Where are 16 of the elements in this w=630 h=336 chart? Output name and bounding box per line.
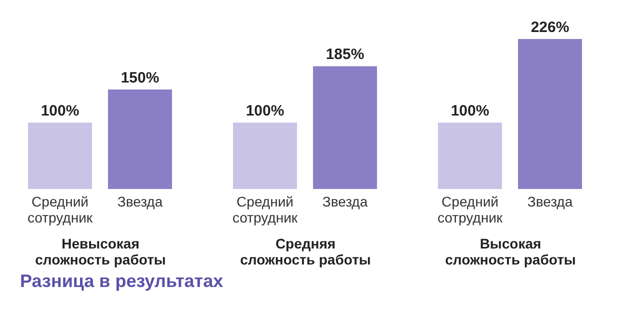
x-tick-label: Звезда [117,194,163,210]
x-tick-label: Звезда [527,194,573,210]
data-label: 226% [530,19,570,36]
x-tick-label: Средний сотрудник [232,194,298,226]
data-label: 100% [246,102,284,120]
data-label: 185% [326,46,364,64]
x-axis-title: Высокая сложность работы [445,236,576,268]
x-tick-label: Звезда [322,194,368,210]
x-axis-title: Невысокая сложность работы [35,236,166,268]
text: Разница в результатах [20,271,224,291]
x-axis-title: Средняя сложность работы [240,236,371,268]
data-label: 100% [450,102,490,120]
x-tick-label: Средний сотрудник [27,194,94,226]
data-label: 150% [120,69,160,86]
data-label: 100% [40,102,80,120]
x-tick-label: Средний сотрудник [437,194,504,226]
